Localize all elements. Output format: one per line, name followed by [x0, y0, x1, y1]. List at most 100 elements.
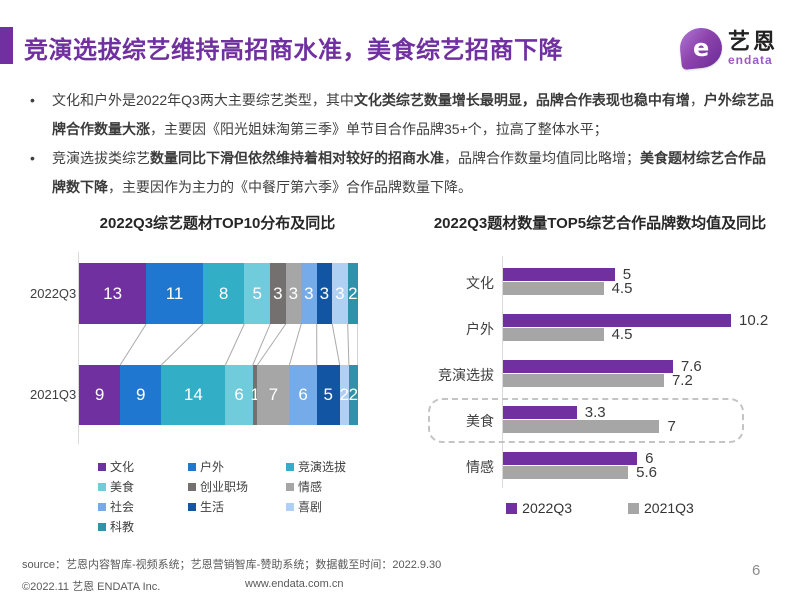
- bar-segment-文化: 9: [79, 365, 121, 425]
- bar-value-label: 7.6: [680, 358, 702, 375]
- logo-letter: e: [692, 34, 710, 62]
- bar-情感-2021Q3: [503, 466, 628, 479]
- legend-swatch-icon: [98, 502, 106, 511]
- legend-swatch-icon: [188, 482, 196, 491]
- bar-segment-户外: 9: [120, 365, 162, 425]
- bar-segment-社会: 3: [301, 263, 317, 324]
- category-label-竞演选拔: 竞演选拔: [438, 367, 494, 383]
- title-accent-bar: [0, 27, 13, 64]
- legend-item-喜剧: 喜剧: [286, 498, 386, 515]
- bullet-marker: •: [30, 92, 35, 108]
- legend-label: 美食: [110, 480, 135, 494]
- bar-segment-美食: 6: [225, 365, 253, 425]
- legend-item-情感: 情感: [286, 478, 386, 495]
- bar-segment-喜剧: 2: [340, 365, 349, 425]
- bar-segment-户外: 11: [146, 263, 203, 324]
- legend-swatch-icon: [98, 462, 106, 471]
- bullet-item: • 文化和户外是2022年Q3两大主要综艺类型，其中文化类综艺数量增长最明显，品牌…: [30, 86, 775, 144]
- legend-label: 创业职场: [200, 480, 249, 494]
- bar-segment-文化: 13: [79, 263, 147, 324]
- stacked-bar-row: 13 11 8 5 3 3 3 3 3 2: [79, 263, 358, 324]
- logo-text: 艺恩 endata: [728, 30, 778, 66]
- category-label-美食: 美食: [466, 413, 494, 429]
- legend-item-2022Q3: 2022Q3: [506, 500, 572, 516]
- bar-户外-2022Q3: [503, 314, 731, 327]
- bar-segment-美食: 5: [244, 263, 271, 324]
- bar-segment-生活: 3: [316, 263, 333, 324]
- legend-label: 文化: [110, 460, 135, 474]
- grouped-chart-title: 2022Q3题材数量TOP5综艺合作品牌数均值及同比: [433, 215, 767, 232]
- stacked-chart-legend: 文化 户外 竞演选拔美食 创业职场 情感社会 生活 喜剧科教: [98, 458, 386, 535]
- page-number: 6: [752, 562, 761, 579]
- bar-segment-喜剧: 3: [332, 263, 348, 324]
- legend-label: 喜剧: [298, 500, 323, 514]
- stacked-chart-axis-line: [78, 252, 79, 444]
- legend-label: 2022Q3: [522, 500, 572, 516]
- legend-item-2021Q3: 2021Q3: [628, 500, 694, 516]
- stacked-chart-connector-lines: [119, 324, 358, 365]
- bar-value-label: 7: [667, 418, 676, 435]
- legend-swatch-icon: [628, 502, 639, 514]
- stacked-bar-row: 9 9 14 6 1 7 6 5 2 2: [79, 365, 358, 425]
- endata-logo: e 艺恩 endata: [678, 25, 778, 71]
- bar-segment-科教: 2: [347, 263, 358, 324]
- legend-label: 户外: [200, 460, 225, 474]
- legend-label: 生活: [200, 500, 225, 514]
- bar-segment-创业职场: 1: [250, 365, 260, 425]
- legend-swatch-icon: [286, 462, 294, 471]
- legend-item-生活: 生活: [188, 498, 286, 515]
- grouped-chart-axis-line: [502, 256, 503, 488]
- category-label-户外: 户外: [466, 321, 494, 337]
- legend-swatch-icon: [98, 482, 106, 491]
- bar-value-label: 7.2: [671, 372, 693, 389]
- bar-文化-2021Q3: [503, 282, 604, 295]
- legend-swatch-icon: [98, 522, 106, 531]
- legend-item-社会: 社会: [98, 498, 188, 515]
- bullet-marker: •: [30, 150, 35, 166]
- bar-value-label: 4.5: [611, 280, 633, 297]
- bar-segment-情感: 3: [285, 263, 302, 324]
- bar-value-label: 5.6: [636, 464, 658, 481]
- footer-website: www.endata.com.cn: [245, 578, 344, 590]
- legend-item-户外: 户外: [188, 458, 286, 475]
- legend-item-文化: 文化: [98, 458, 188, 475]
- legend-swatch-icon: [188, 462, 196, 471]
- stacked-row-label: 2021Q3: [30, 387, 77, 402]
- legend-label: 情感: [298, 480, 323, 494]
- legend-swatch-icon: [286, 502, 294, 511]
- legend-label: 社会: [110, 500, 135, 514]
- bar-value-label: 3.3: [584, 404, 606, 421]
- legend-swatch-icon: [188, 502, 196, 511]
- bar-value-label: 6: [645, 450, 654, 467]
- legend-label: 科教: [110, 520, 135, 534]
- bar-segment-科教: 2: [349, 365, 358, 425]
- bar-segment-情感: 7: [257, 365, 290, 425]
- bullet-text: 文化和户外是2022年Q3两大主要综艺类型，其中文化类综艺数量增长最明显，品牌合…: [52, 92, 774, 137]
- grouped-chart: 2022Q3题材数量TOP5综艺合作品牌数均值及同比 文化 5 4.5 户外 10.2 4…: [410, 210, 790, 540]
- legend-item-创业职场: 创业职场: [188, 478, 286, 495]
- bar-户外-2021Q3: [503, 328, 604, 341]
- legend-label: 2021Q3: [644, 500, 694, 516]
- category-label-文化: 文化: [466, 275, 494, 291]
- bar-美食-2021Q3: [503, 420, 659, 433]
- bar-segment-竞演选拔: 8: [202, 263, 245, 324]
- bar-value-label: 4.5: [611, 326, 633, 343]
- legend-item-科教: 科教: [98, 518, 188, 535]
- stacked-row-label: 2022Q3: [30, 285, 77, 301]
- footer-copyright: ©2022.11 艺恩 ENDATA Inc.: [22, 581, 161, 593]
- bar-segment-创业职场: 3: [270, 263, 286, 324]
- legend-swatch-icon: [286, 482, 294, 491]
- stacked-chart: 2022Q3综艺题材TOP10分布及同比 2022Q3 13 11 8 5 3 3 3 3 3 2 2…: [30, 210, 405, 540]
- bar-竞演选拔-2021Q3: [503, 374, 664, 387]
- bar-情感-2022Q3: [503, 452, 637, 465]
- bullet-text: 竞演选拔类综艺数量同比下滑但依然维持着相对较好的招商水准，品牌合作数量均值同比略…: [52, 150, 766, 195]
- category-label-情感: 情感: [466, 459, 494, 475]
- bar-文化-2022Q3: [503, 268, 615, 281]
- page-title: 竞演选拔综艺维持高招商水准，美食综艺招商下降: [24, 37, 563, 64]
- bar-竞演选拔-2022Q3: [503, 360, 673, 373]
- bar-value-label: 10.2: [739, 312, 769, 329]
- legend-swatch-icon: [506, 502, 518, 514]
- legend-item-竞演选拔: 竞演选拔: [286, 458, 386, 475]
- bar-segment-生活: 5: [316, 365, 340, 425]
